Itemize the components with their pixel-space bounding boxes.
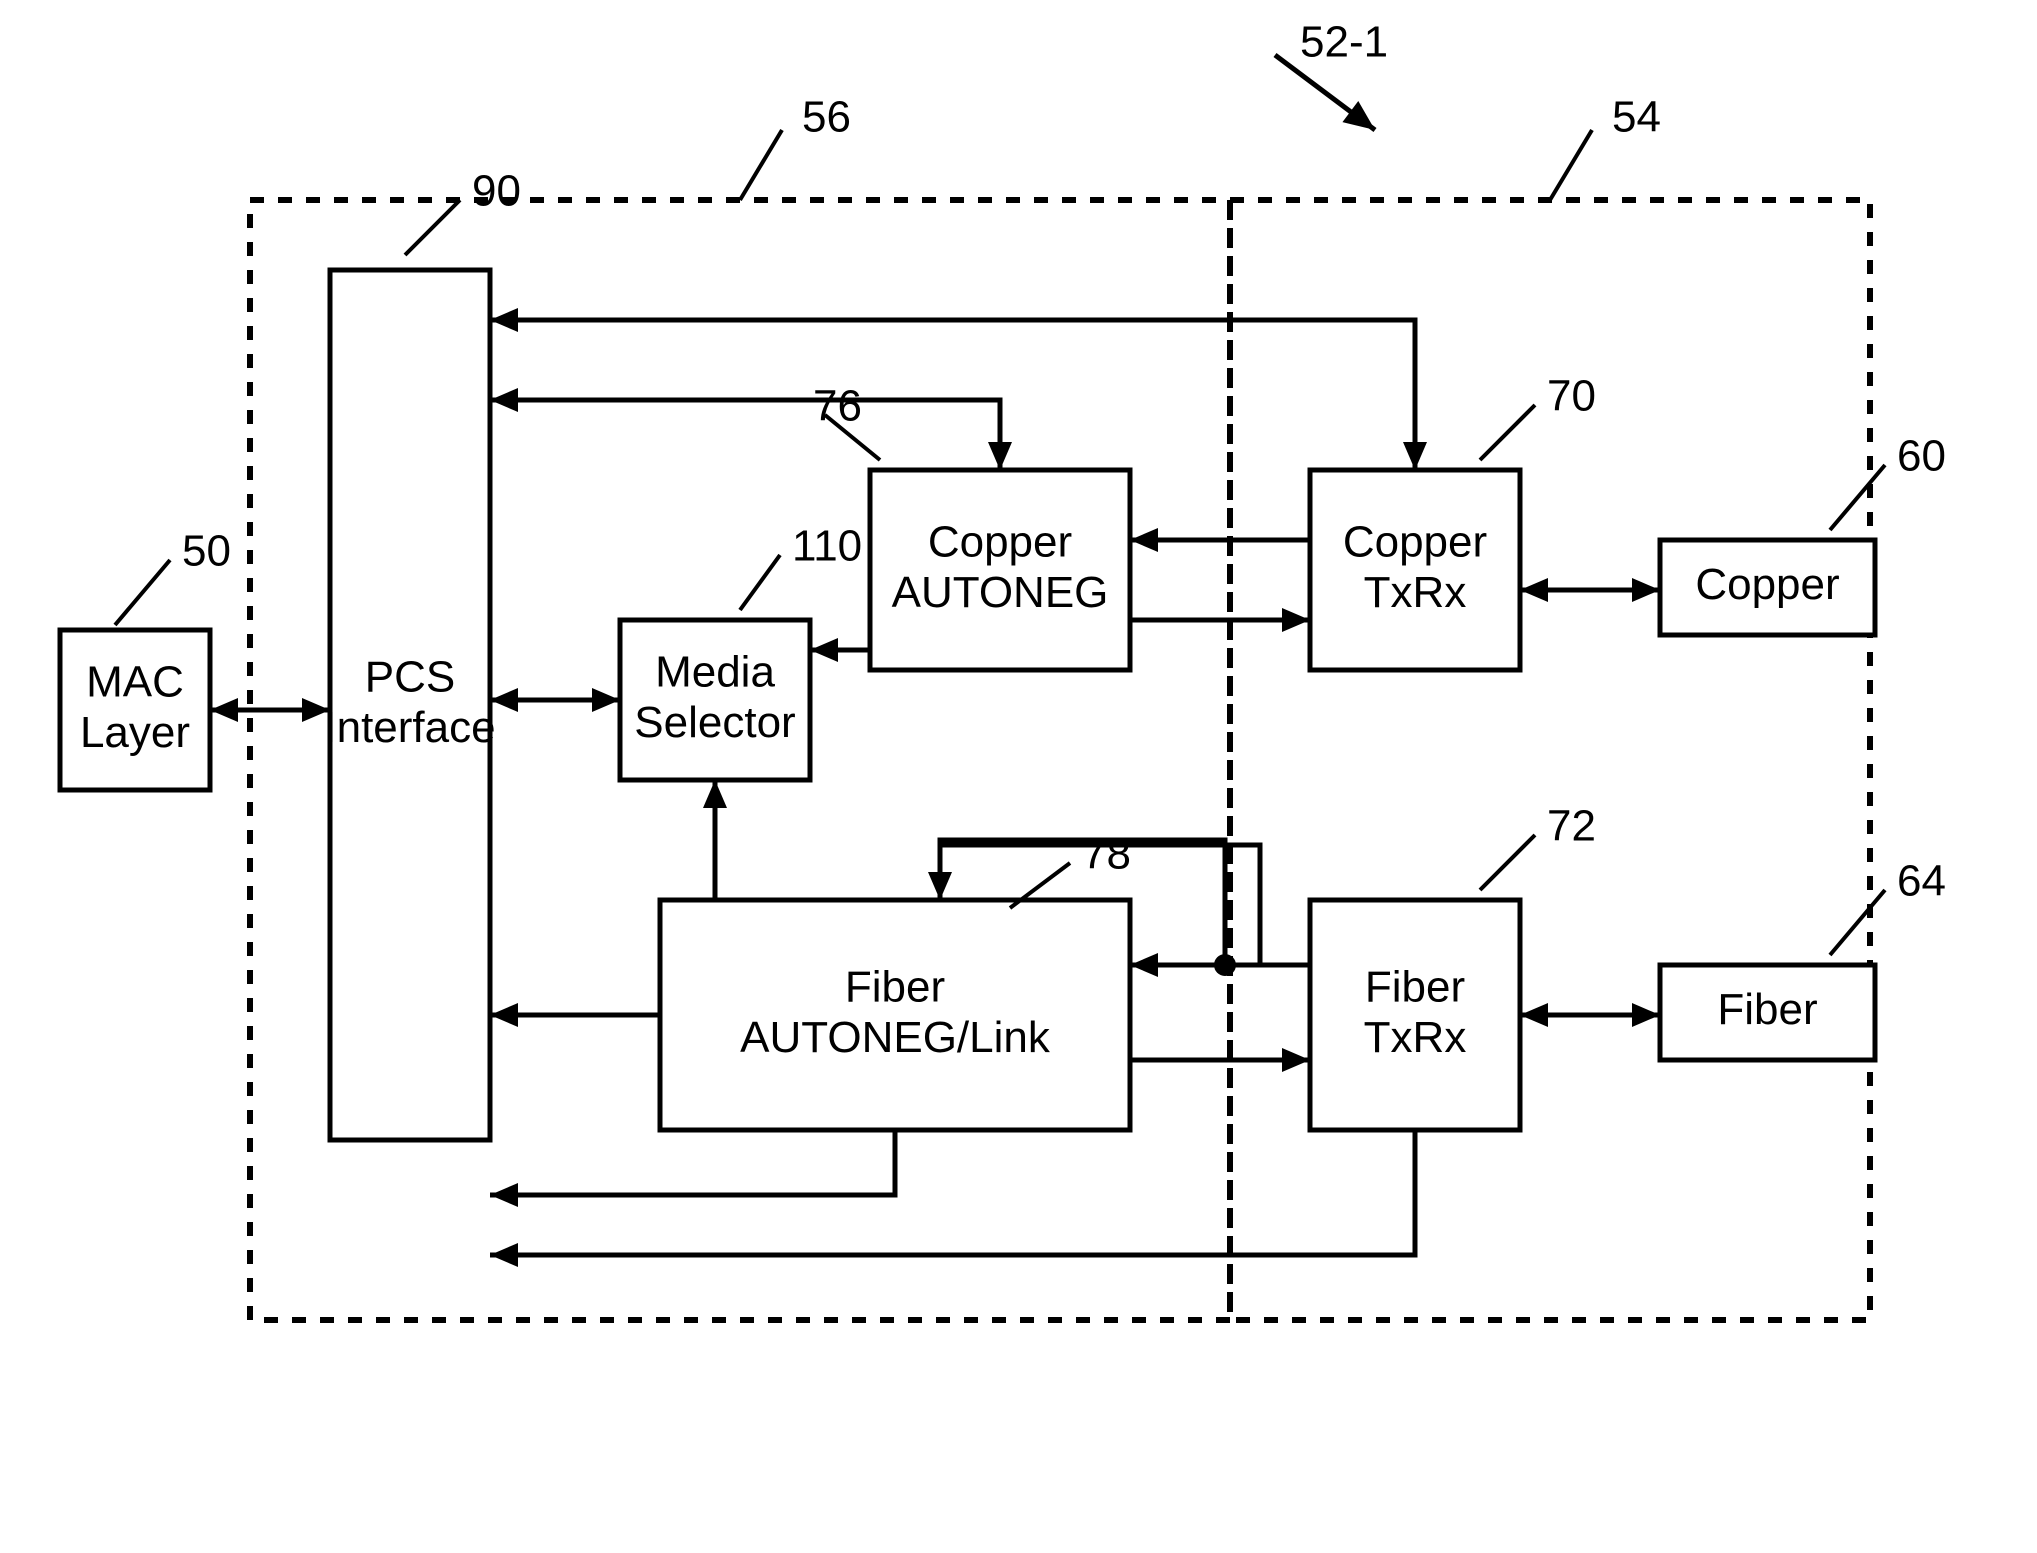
label-cuTxRx-1: TxRx [1364,568,1467,617]
ref-copper: 60 [1897,432,1946,481]
dashed-box54 [1230,200,1870,1320]
ref-global: 52-1 [1300,18,1388,67]
ref-pcs: 90 [472,167,521,216]
ref-box56: 56 [802,93,851,142]
label-fbTxRx-1: TxRx [1364,1013,1467,1062]
ref-cuAuto: 76 [813,382,862,431]
label-media-0: Media [655,647,775,696]
ref-fiber: 64 [1897,857,1946,906]
ref-cuTxRx: 70 [1547,372,1596,421]
ref-media: 110 [792,522,862,571]
label-pcs-1: Interface [324,703,495,752]
label-fiber-0: Fiber [1717,985,1817,1034]
label-pcs-0: PCS [365,652,455,701]
label-fbTxRx-0: Fiber [1365,962,1465,1011]
label-fbAuto-0: Fiber [845,962,945,1011]
label-copper-0: Copper [1695,560,1839,609]
label-cuAuto-1: AUTONEG [892,568,1109,617]
label-cuAuto-0: Copper [928,517,1072,566]
label-mac-0: MAC [86,657,184,706]
label-cuTxRx-0: Copper [1343,517,1487,566]
ref-mac: 50 [182,527,231,576]
label-mac-1: Layer [80,708,190,757]
label-media-1: Selector [634,698,795,747]
ref-fbAuto: 78 [1082,830,1131,879]
ref-box54: 54 [1612,93,1661,142]
ref-fbTxRx: 72 [1547,802,1596,851]
label-fbAuto-1: AUTONEG/Link [740,1013,1051,1062]
junction-dot [1214,954,1236,976]
